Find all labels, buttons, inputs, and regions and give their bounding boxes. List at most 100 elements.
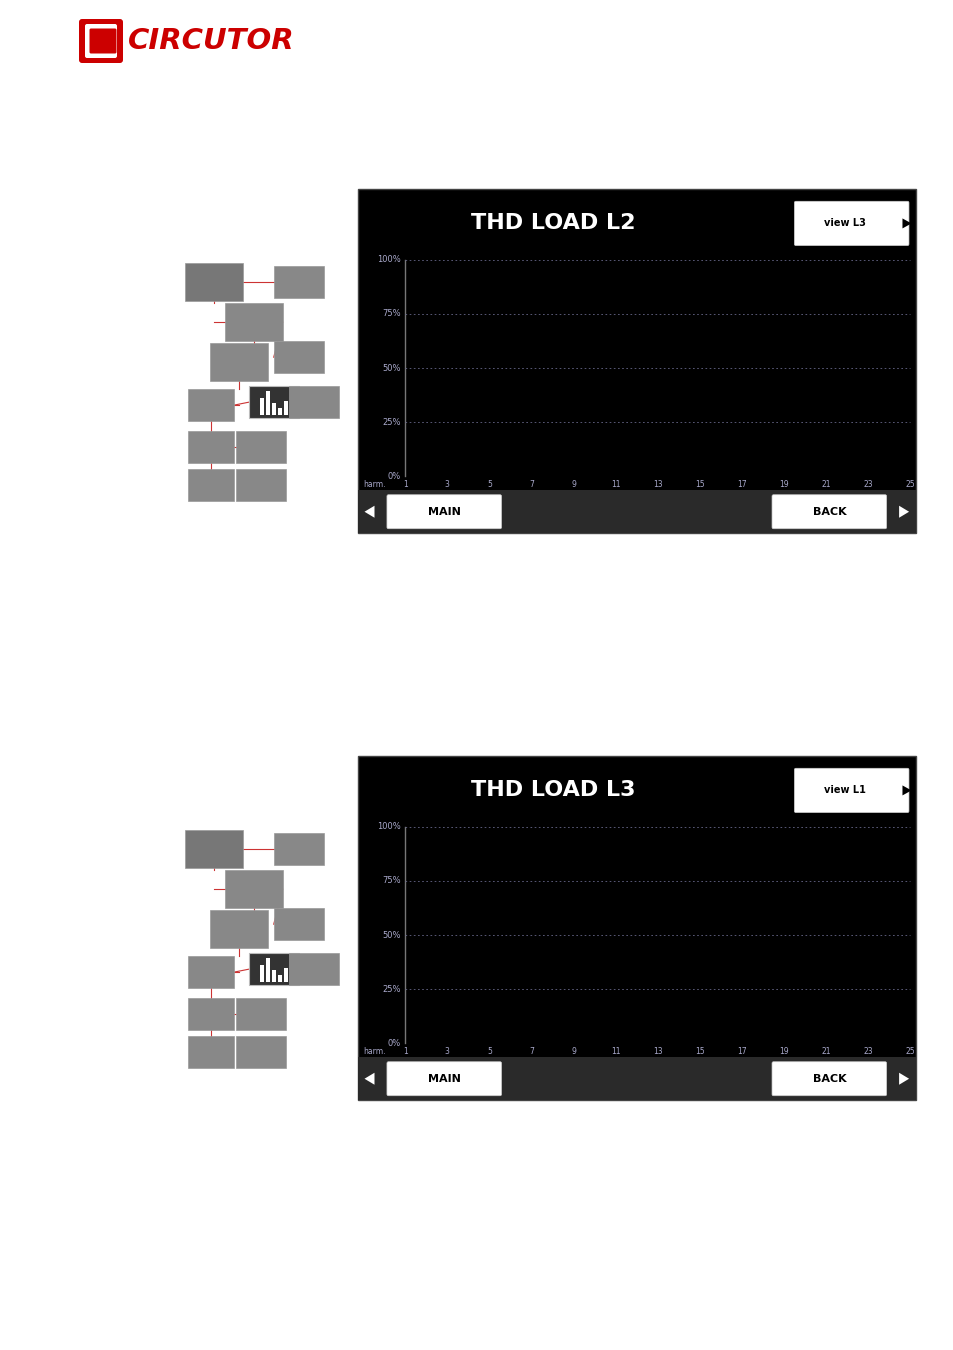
Text: 17: 17 (737, 1048, 746, 1057)
Bar (357, 189, 915, 533)
Bar (225, 304, 282, 342)
Text: 15: 15 (695, 481, 704, 490)
Bar (277, 975, 281, 983)
FancyBboxPatch shape (794, 201, 908, 246)
Bar (272, 971, 275, 983)
Text: MAIN: MAIN (427, 506, 460, 517)
Bar (357, 1057, 915, 1100)
Text: 0%: 0% (388, 1040, 401, 1048)
Text: 13: 13 (652, 481, 661, 490)
Polygon shape (902, 786, 910, 795)
Text: 5: 5 (486, 481, 492, 490)
Text: 25: 25 (904, 1048, 914, 1057)
Polygon shape (364, 506, 375, 518)
Polygon shape (898, 1073, 908, 1085)
Text: BACK: BACK (812, 506, 845, 517)
Text: 25%: 25% (382, 984, 401, 994)
Bar (185, 830, 242, 868)
Polygon shape (898, 506, 908, 518)
FancyBboxPatch shape (387, 1061, 501, 1096)
Text: 7: 7 (529, 1048, 534, 1057)
Text: CIRCUTOR: CIRCUTOR (128, 27, 294, 55)
Bar (235, 431, 286, 463)
Text: harm.: harm. (363, 481, 385, 490)
Text: view L3: view L3 (823, 219, 865, 228)
Bar (249, 953, 298, 985)
Text: 11: 11 (610, 1048, 619, 1057)
Bar (210, 343, 268, 381)
Bar (277, 408, 281, 416)
Bar (283, 401, 288, 416)
Bar (266, 392, 270, 416)
Text: 75%: 75% (382, 309, 401, 319)
FancyBboxPatch shape (387, 494, 501, 529)
Text: view L1: view L1 (823, 786, 865, 795)
Bar (188, 389, 233, 421)
Bar (185, 263, 242, 301)
Bar (210, 910, 268, 948)
Text: 3: 3 (444, 1048, 449, 1057)
Bar (283, 968, 288, 983)
Bar (188, 1037, 233, 1068)
Bar (289, 386, 338, 418)
Text: THD LOAD L3: THD LOAD L3 (471, 780, 635, 801)
Text: 11: 11 (610, 481, 619, 490)
Text: 0%: 0% (388, 472, 401, 481)
Text: 100%: 100% (377, 822, 401, 832)
Text: 25%: 25% (382, 417, 401, 427)
Text: 19: 19 (779, 1048, 788, 1057)
FancyBboxPatch shape (85, 24, 117, 58)
Text: 21: 21 (821, 1048, 830, 1057)
Text: 50%: 50% (382, 363, 401, 373)
Text: 1: 1 (402, 481, 407, 490)
Bar (188, 998, 233, 1030)
Bar (266, 958, 270, 983)
FancyBboxPatch shape (79, 19, 123, 63)
Polygon shape (364, 1073, 375, 1085)
Bar (188, 956, 233, 988)
Bar (274, 266, 323, 298)
Text: THD LOAD L2: THD LOAD L2 (471, 213, 635, 234)
Text: 50%: 50% (382, 930, 401, 940)
Text: 17: 17 (737, 481, 746, 490)
Text: 23: 23 (862, 1048, 872, 1057)
Text: 23: 23 (862, 481, 872, 490)
Text: 19: 19 (779, 481, 788, 490)
Text: 25: 25 (904, 481, 914, 490)
Bar (274, 909, 323, 940)
Text: 5: 5 (486, 1048, 492, 1057)
Polygon shape (902, 219, 910, 228)
FancyBboxPatch shape (771, 1061, 885, 1096)
Text: 9: 9 (571, 1048, 576, 1057)
Text: 3: 3 (444, 481, 449, 490)
Bar (235, 470, 286, 501)
Text: 100%: 100% (377, 255, 401, 265)
Bar (235, 1037, 286, 1068)
FancyBboxPatch shape (90, 28, 116, 54)
Bar (274, 833, 323, 865)
Text: 13: 13 (652, 1048, 661, 1057)
Text: 7: 7 (529, 481, 534, 490)
Text: BACK: BACK (812, 1073, 845, 1084)
Bar (235, 998, 286, 1030)
Text: 9: 9 (571, 481, 576, 490)
Bar (259, 965, 263, 983)
Text: 1: 1 (402, 1048, 407, 1057)
Bar (272, 404, 275, 416)
FancyBboxPatch shape (794, 768, 908, 813)
Bar (188, 470, 233, 501)
Text: MAIN: MAIN (427, 1073, 460, 1084)
Bar (274, 342, 323, 373)
Bar (188, 431, 233, 463)
Bar (289, 953, 338, 985)
Bar (225, 871, 282, 909)
Bar (249, 386, 298, 418)
Text: 15: 15 (695, 1048, 704, 1057)
Bar (357, 490, 915, 533)
Bar (357, 756, 915, 1100)
Bar (259, 398, 263, 416)
Text: 75%: 75% (382, 876, 401, 886)
FancyBboxPatch shape (771, 494, 885, 529)
Text: 21: 21 (821, 481, 830, 490)
Text: harm.: harm. (363, 1048, 385, 1057)
